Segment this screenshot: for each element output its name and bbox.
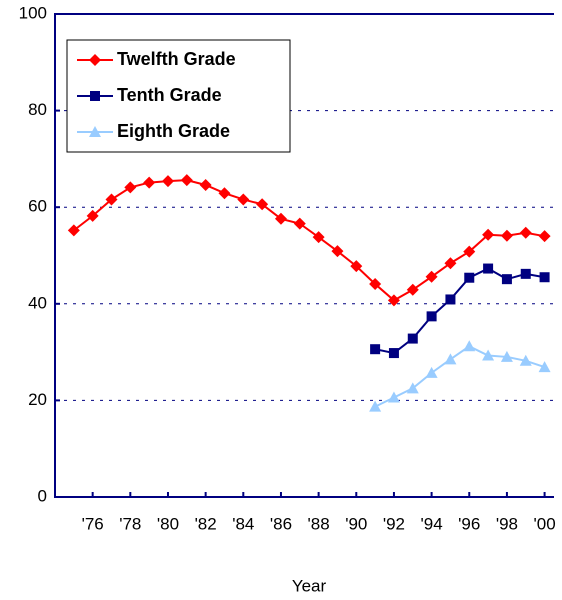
marker [482, 228, 495, 241]
marker [86, 209, 99, 222]
marker [463, 245, 476, 258]
x-tick-label: '86 [270, 514, 292, 533]
x-tick-label: '76 [82, 514, 104, 533]
x-tick-label: '84 [232, 514, 254, 533]
series-line [374, 267, 545, 355]
marker [425, 366, 438, 378]
marker [519, 226, 532, 239]
x-tick-label: '88 [308, 514, 330, 533]
axis-frame [54, 13, 554, 498]
marker [180, 174, 193, 187]
marker [312, 231, 325, 244]
marker [426, 311, 437, 322]
marker [482, 349, 495, 361]
marker [483, 263, 494, 274]
marker [501, 274, 512, 285]
marker [406, 382, 419, 394]
legend-label: Eighth Grade [117, 121, 230, 141]
marker [539, 272, 550, 283]
x-tick-label: '80 [157, 514, 179, 533]
y-tick-label: 20 [28, 390, 47, 409]
marker [425, 270, 438, 283]
marker [407, 333, 418, 344]
marker [445, 294, 456, 305]
marker [67, 224, 80, 237]
x-tick-label: '94 [421, 514, 443, 533]
marker [444, 353, 457, 365]
marker [463, 340, 476, 352]
marker [520, 268, 531, 279]
series-line [374, 345, 545, 408]
marker [444, 257, 457, 270]
marker [218, 187, 231, 200]
marker [519, 354, 532, 366]
marker [143, 176, 156, 189]
x-tick-label: '92 [383, 514, 405, 533]
marker [500, 229, 513, 242]
y-tick-label: 100 [19, 3, 47, 22]
marker [274, 212, 287, 225]
marker [161, 175, 174, 188]
marker [538, 230, 551, 243]
marker [124, 181, 137, 194]
x-tick-label: '00 [534, 514, 556, 533]
y-tick-label: 0 [38, 486, 47, 505]
marker [237, 193, 250, 206]
marker [89, 126, 101, 137]
marker [89, 54, 101, 66]
marker [370, 344, 381, 355]
marker [350, 260, 363, 273]
x-tick-label: '82 [195, 514, 217, 533]
x-tick-label: '78 [119, 514, 141, 533]
y-tick-label: 80 [28, 100, 47, 119]
marker [538, 361, 551, 373]
marker [369, 277, 382, 290]
x-tick-label: '98 [496, 514, 518, 533]
legend-label: Twelfth Grade [117, 49, 236, 69]
x-axis-title: Year [292, 576, 327, 595]
marker [464, 272, 475, 283]
marker [90, 91, 100, 101]
x-tick-label: '96 [458, 514, 480, 533]
marker [500, 350, 513, 362]
y-tick-label: 60 [28, 197, 47, 216]
marker [105, 193, 118, 206]
marker [331, 245, 344, 258]
marker [369, 400, 382, 412]
marker [293, 217, 306, 230]
marker [406, 283, 419, 296]
y-tick-label: 40 [28, 293, 47, 312]
marker [387, 391, 400, 403]
marker [388, 348, 399, 359]
legend-label: Tenth Grade [117, 85, 222, 105]
x-tick-label: '90 [345, 514, 367, 533]
marker [199, 178, 212, 191]
marker [387, 294, 400, 307]
marker [256, 198, 269, 211]
